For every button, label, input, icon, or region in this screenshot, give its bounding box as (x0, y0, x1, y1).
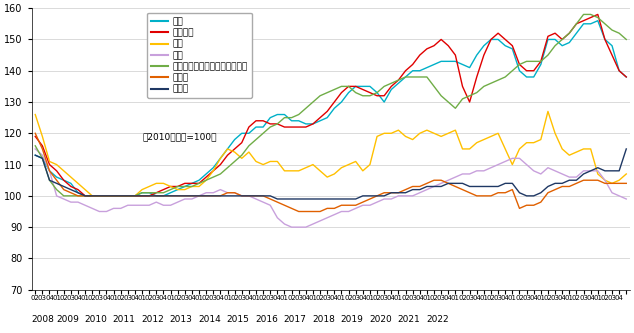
工場 (288, 225, 295, 229)
商業地 (32, 131, 39, 135)
工業地 (623, 147, 630, 151)
オフィス (594, 12, 602, 16)
倉庫 (302, 166, 309, 170)
Text: （2010年平均=100）: （2010年平均=100） (143, 132, 217, 141)
Line: 工場: 工場 (36, 149, 626, 227)
オフィス (39, 144, 46, 148)
工場 (39, 153, 46, 157)
店舗 (487, 37, 495, 41)
Text: 2020: 2020 (369, 315, 392, 324)
商業地 (330, 206, 338, 210)
Text: 2013: 2013 (170, 315, 193, 324)
オフィス (32, 135, 39, 139)
倉庫 (88, 194, 96, 198)
オフィス (623, 75, 630, 79)
店舗 (330, 106, 338, 110)
Text: 2017: 2017 (284, 315, 307, 324)
店舗 (302, 122, 309, 126)
オフィス (67, 184, 75, 188)
倉庫 (544, 110, 552, 114)
商業地 (67, 191, 75, 195)
工業地 (330, 197, 338, 201)
工場 (67, 200, 75, 204)
Text: 2021: 2021 (398, 315, 420, 324)
工場 (487, 166, 495, 170)
店舗 (623, 75, 630, 79)
Line: オフィス: オフィス (36, 14, 626, 196)
工場 (623, 197, 630, 201)
Text: 2009: 2009 (56, 315, 79, 324)
Text: 2018: 2018 (312, 315, 335, 324)
マンション・アパート（一棟） (487, 81, 495, 85)
Line: マンション・アパート（一棟）: マンション・アパート（一棟） (36, 14, 626, 196)
オフィス (330, 100, 338, 104)
店舗 (67, 181, 75, 185)
店舗 (39, 156, 46, 160)
Legend: 店舗, オフィス, 倉庫, 工場, マンション・アパート（一棟）, 商業地, 工業地: 店舗, オフィス, 倉庫, 工場, マンション・アパート（一棟）, 商業地, 工… (147, 13, 252, 98)
工場 (32, 147, 39, 151)
マンション・アパート（一棟） (330, 88, 338, 92)
オフィス (515, 63, 523, 67)
倉庫 (330, 172, 338, 176)
工業地 (39, 156, 46, 160)
倉庫 (67, 175, 75, 179)
Text: 2019: 2019 (340, 315, 363, 324)
工業地 (515, 191, 523, 195)
工業地 (32, 153, 39, 157)
Line: 商業地: 商業地 (36, 133, 626, 211)
Line: 倉庫: 倉庫 (36, 112, 626, 196)
Text: 2008: 2008 (31, 315, 54, 324)
店舗 (32, 153, 39, 157)
工業地 (487, 184, 495, 188)
倉庫 (487, 135, 495, 139)
店舗 (594, 19, 602, 23)
工場 (302, 225, 309, 229)
マンション・アパート（一棟） (60, 194, 68, 198)
工業地 (67, 187, 75, 191)
マンション・アパート（一棟） (32, 144, 39, 148)
オフィス (302, 125, 309, 129)
Line: 店舗: 店舗 (36, 21, 626, 196)
商業地 (302, 209, 309, 213)
工場 (330, 213, 338, 217)
倉庫 (623, 172, 630, 176)
商業地 (39, 147, 46, 151)
マンション・アパート（一棟） (623, 37, 630, 41)
倉庫 (39, 135, 46, 139)
店舗 (81, 194, 89, 198)
工場 (515, 156, 523, 160)
Text: 2010: 2010 (84, 315, 107, 324)
Text: 2014: 2014 (198, 315, 221, 324)
マンション・アパート（一棟） (579, 12, 587, 16)
マンション・アパート（一棟） (74, 194, 82, 198)
Text: 2022: 2022 (426, 315, 449, 324)
商業地 (487, 194, 495, 198)
オフィス (81, 194, 89, 198)
商業地 (295, 209, 302, 213)
商業地 (515, 206, 523, 210)
Text: 2012: 2012 (141, 315, 164, 324)
Text: 2011: 2011 (113, 315, 136, 324)
Text: 2016: 2016 (256, 315, 278, 324)
倉庫 (32, 113, 39, 117)
マンション・アパート（一棟） (302, 106, 309, 110)
店舗 (515, 69, 523, 73)
Text: 2015: 2015 (227, 315, 250, 324)
工業地 (273, 197, 281, 201)
倉庫 (515, 147, 523, 151)
マンション・アパート（一棟） (39, 156, 46, 160)
オフィス (487, 37, 495, 41)
Line: 工業地: 工業地 (36, 149, 626, 199)
工業地 (302, 197, 309, 201)
商業地 (623, 181, 630, 185)
マンション・アパート（一棟） (515, 63, 523, 67)
